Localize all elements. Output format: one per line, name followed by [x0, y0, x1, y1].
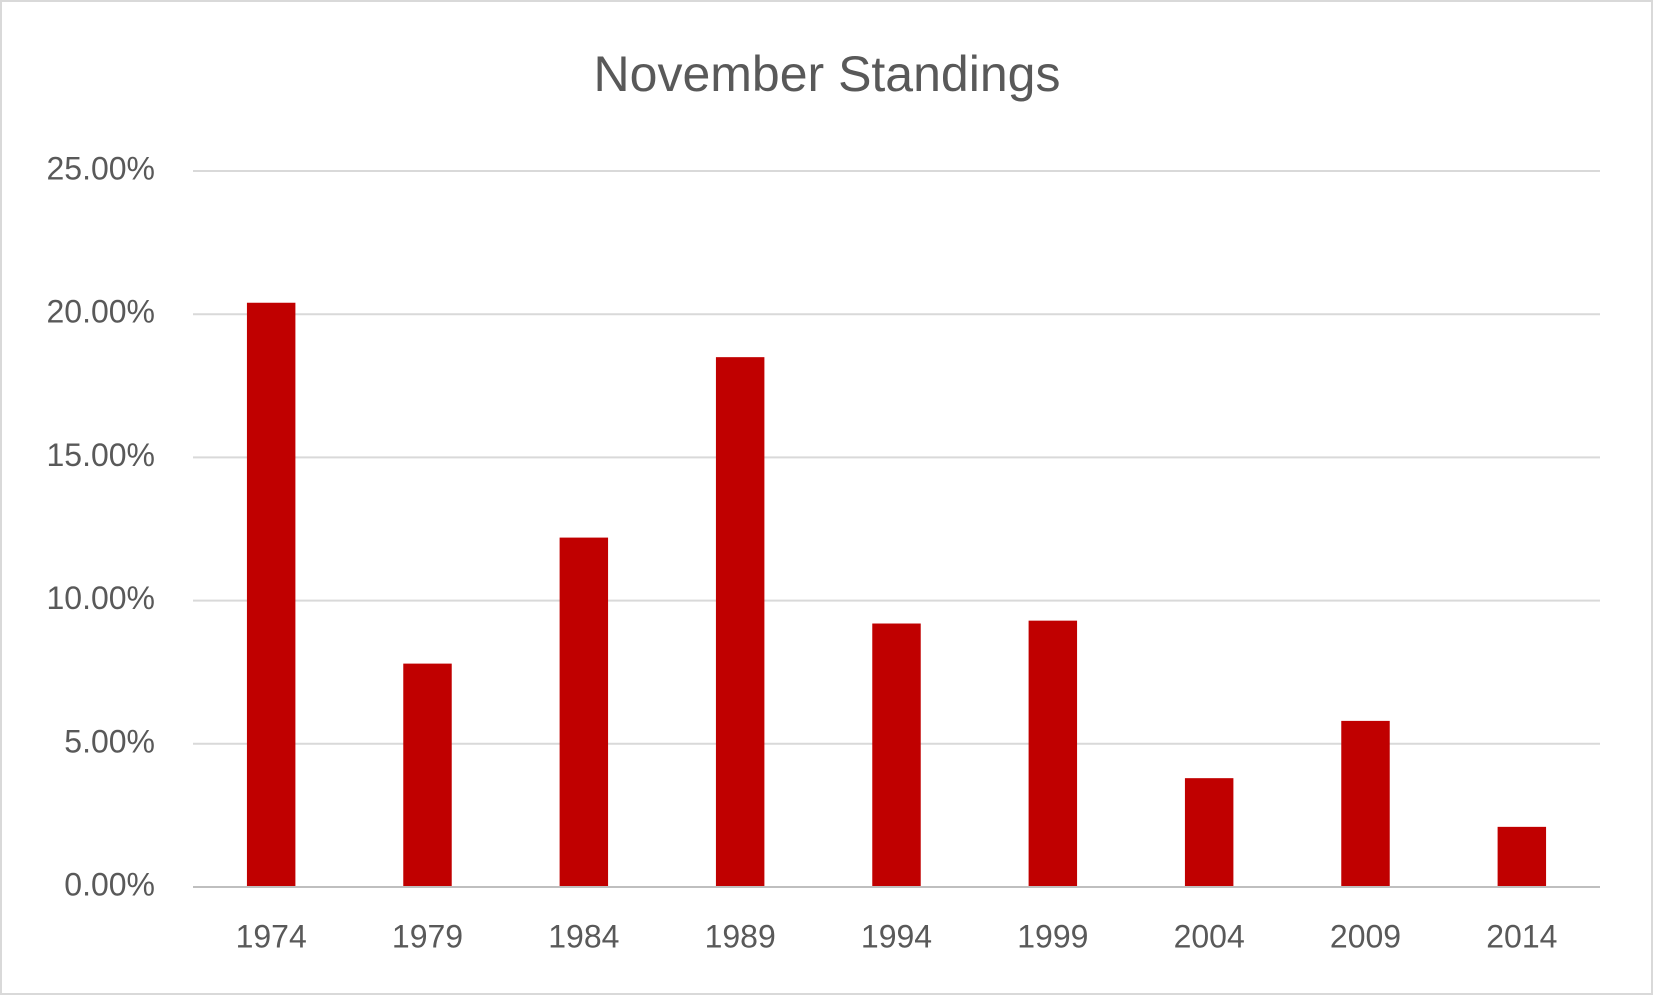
- y-tick-label: 25.00%: [46, 150, 155, 186]
- bar: [1028, 620, 1078, 887]
- bar: [1497, 826, 1547, 887]
- bar: [559, 537, 609, 887]
- y-tick-label: 0.00%: [64, 866, 155, 902]
- x-tick-label: 2004: [1174, 918, 1245, 954]
- bar: [715, 357, 765, 887]
- y-tick-label: 20.00%: [46, 294, 155, 330]
- x-tick-label: 1984: [548, 918, 619, 954]
- y-tick-label: 5.00%: [64, 723, 155, 759]
- y-tick-label: 10.00%: [46, 580, 155, 616]
- x-tick-label: 2009: [1330, 918, 1401, 954]
- x-tick-label: 1999: [1017, 918, 1088, 954]
- x-tick-label: 2014: [1486, 918, 1557, 954]
- chart-title: November Standings: [594, 46, 1061, 102]
- bar: [403, 663, 452, 887]
- x-tick-label: 1989: [705, 918, 776, 954]
- bar: [1184, 778, 1234, 887]
- x-tick-label: 1994: [861, 918, 932, 954]
- bar: [1341, 720, 1390, 887]
- bar: [246, 302, 296, 887]
- x-tick-label: 1979: [392, 918, 463, 954]
- x-tick-label: 1974: [236, 918, 307, 954]
- y-tick-label: 15.00%: [46, 437, 155, 473]
- bar: [872, 623, 921, 887]
